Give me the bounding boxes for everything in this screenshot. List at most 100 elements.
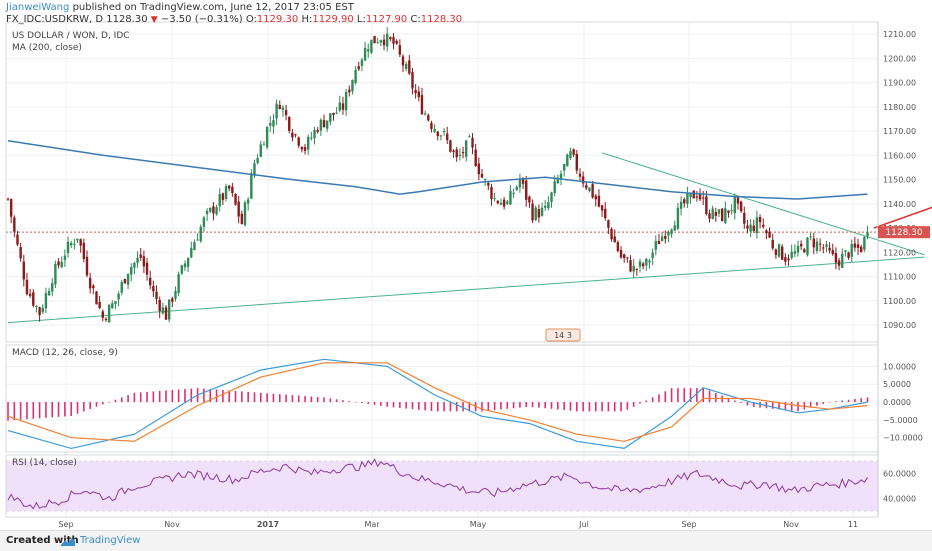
candle-body: [139, 254, 142, 258]
macd-hist-bar: [563, 402, 565, 411]
macd-hist-bar: [645, 400, 648, 403]
candle-body: [313, 130, 316, 139]
candle-body: [47, 290, 51, 296]
tradingview-brand-link[interactable]: TradingView: [80, 535, 141, 546]
candle-body: [572, 149, 575, 155]
low-value: 1127.90: [365, 14, 408, 25]
candle-body: [392, 37, 395, 44]
candle-body: [483, 179, 487, 181]
candle-body: [834, 252, 838, 263]
candle-body: [291, 132, 294, 138]
candle-body: [790, 251, 793, 258]
macd-hist-bar: [771, 402, 774, 409]
candle-body: [515, 186, 518, 190]
macd-hist-bar: [531, 402, 534, 408]
macd-hist-bar: [76, 402, 79, 414]
candle-body: [670, 229, 673, 235]
price-tick-label: 1090.00: [883, 321, 916, 330]
macd-hist-bar: [323, 397, 325, 403]
candle-body: [724, 208, 727, 223]
macd-hist-bar: [487, 402, 490, 411]
candle-body: [692, 190, 695, 199]
candle-body: [512, 192, 515, 194]
macd-hist-bar: [260, 392, 262, 403]
macd-hist-bar: [525, 402, 528, 408]
price-tick-label: 1160.00: [883, 151, 916, 160]
macd-pane-title: MACD (12, 26, close, 9): [12, 348, 118, 358]
candle-body: [720, 208, 724, 221]
candle-body: [654, 241, 657, 250]
macd-hist-bar: [32, 402, 35, 419]
macd-hist-bar: [828, 402, 831, 403]
rsi-pane-title: RSI (14, close): [12, 458, 77, 468]
macd-hist-bar: [266, 393, 268, 403]
candle-body: [679, 201, 683, 209]
candle-body: [370, 39, 373, 53]
price-tick-label: 1110.00: [883, 273, 916, 282]
candle-body: [822, 247, 825, 249]
candle-body: [850, 244, 853, 257]
macd-hist-bar: [481, 402, 483, 412]
candle-body: [398, 45, 402, 55]
candle-body: [616, 242, 620, 252]
macd-hist-bar: [752, 402, 755, 408]
macd-hist-bar: [468, 402, 471, 412]
candle-body: [193, 242, 196, 251]
candle-body: [474, 149, 477, 167]
candle-body: [205, 210, 209, 215]
macd-hist-bar: [715, 393, 717, 403]
price-tick-label: 1150.00: [883, 176, 916, 185]
created-with-text: Created with: [6, 535, 79, 546]
candle-body: [806, 237, 809, 256]
macd-line: [7, 358, 868, 450]
candle-body: [319, 119, 323, 131]
main-pane-title: US DOLLAR / WON, D, IDC: [12, 31, 130, 41]
candle-body: [594, 195, 597, 200]
macd-hist-bar: [386, 402, 388, 407]
candle-body: [85, 256, 89, 276]
candle-body: [288, 117, 291, 131]
candle-body: [449, 140, 452, 152]
macd-hist-bar: [272, 393, 275, 403]
candle-body: [401, 56, 405, 66]
candle-body: [774, 249, 778, 256]
candle-body: [480, 173, 484, 178]
candle-body: [155, 291, 158, 299]
candle-body: [837, 260, 841, 266]
candle-body: [676, 207, 680, 229]
macd-hist-bar: [854, 398, 856, 403]
candle-body: [76, 238, 79, 241]
candle-body: [689, 192, 692, 198]
candle-body: [136, 257, 139, 263]
macd-hist-bar: [734, 400, 736, 403]
candle-body: [95, 291, 98, 305]
candle-body: [509, 190, 512, 205]
macd-hist-bar: [727, 398, 730, 403]
price-tick-label: 1180.00: [883, 103, 916, 112]
candle-body: [461, 152, 465, 154]
candle-body: [92, 285, 95, 289]
macd-hist-bar: [538, 402, 540, 408]
author-link[interactable]: JianweiWang: [6, 2, 70, 13]
macd-hist-bar: [462, 402, 464, 412]
candle-body: [531, 203, 534, 221]
macd-hist-bar: [500, 402, 502, 410]
candle-body: [417, 91, 420, 98]
macd-hist-bar: [418, 402, 420, 410]
candle-body: [341, 103, 345, 110]
macd-hist-bar: [809, 402, 812, 408]
candle-body: [215, 207, 218, 215]
watermark-number: 14 3: [554, 331, 572, 340]
macd-hist-bar: [165, 390, 167, 403]
candle-body: [458, 154, 462, 156]
macd-hist-bar: [304, 396, 306, 403]
price-tick-label: 1140.00: [883, 200, 916, 209]
macd-tick-label: −10.0000: [883, 434, 923, 443]
macd-hist-bar: [822, 402, 825, 404]
candle-body: [357, 66, 360, 70]
macd-hist-bar: [670, 388, 673, 403]
macd-hist-bar: [26, 402, 28, 420]
macd-hist-bar: [519, 402, 521, 408]
candle-body: [408, 60, 411, 74]
price-badge: 1128.30: [878, 226, 930, 239]
